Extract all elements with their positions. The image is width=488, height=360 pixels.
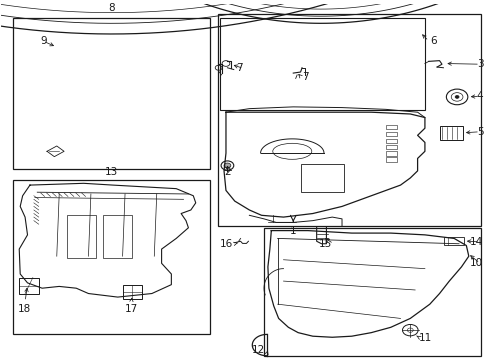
Bar bbox=[264, 228, 480, 356]
Text: 6: 6 bbox=[429, 36, 436, 46]
Text: 4: 4 bbox=[476, 91, 483, 101]
Text: 16: 16 bbox=[219, 239, 232, 249]
Text: 3: 3 bbox=[476, 59, 483, 69]
Text: 12: 12 bbox=[252, 345, 265, 355]
Text: 9: 9 bbox=[41, 36, 47, 46]
Bar bbox=[19, 278, 39, 293]
Text: 10: 10 bbox=[469, 258, 483, 268]
Bar bbox=[220, 18, 424, 111]
Text: 2: 2 bbox=[224, 167, 231, 177]
Bar bbox=[385, 145, 396, 149]
Bar bbox=[439, 126, 462, 140]
Bar bbox=[217, 14, 480, 226]
Text: 13: 13 bbox=[104, 167, 118, 177]
Bar bbox=[385, 157, 396, 162]
Bar bbox=[13, 180, 210, 334]
Text: 17: 17 bbox=[124, 304, 138, 314]
Bar bbox=[13, 18, 210, 169]
Bar bbox=[385, 132, 396, 136]
Bar bbox=[444, 237, 463, 245]
Bar bbox=[385, 125, 396, 129]
Text: 7: 7 bbox=[302, 72, 308, 82]
Text: 11: 11 bbox=[418, 333, 431, 343]
Text: 8: 8 bbox=[108, 3, 115, 13]
Bar bbox=[66, 215, 96, 258]
Bar bbox=[300, 164, 344, 192]
Bar bbox=[122, 285, 142, 299]
Circle shape bbox=[454, 95, 458, 98]
Bar bbox=[385, 139, 396, 143]
Bar bbox=[103, 215, 132, 258]
Bar bbox=[385, 151, 396, 156]
Circle shape bbox=[224, 163, 230, 168]
Text: 18: 18 bbox=[18, 304, 31, 314]
Text: 1: 1 bbox=[289, 226, 296, 236]
Text: 15: 15 bbox=[318, 239, 331, 249]
Text: 7: 7 bbox=[235, 63, 242, 73]
Text: 14: 14 bbox=[469, 237, 483, 247]
Text: 5: 5 bbox=[476, 127, 483, 137]
